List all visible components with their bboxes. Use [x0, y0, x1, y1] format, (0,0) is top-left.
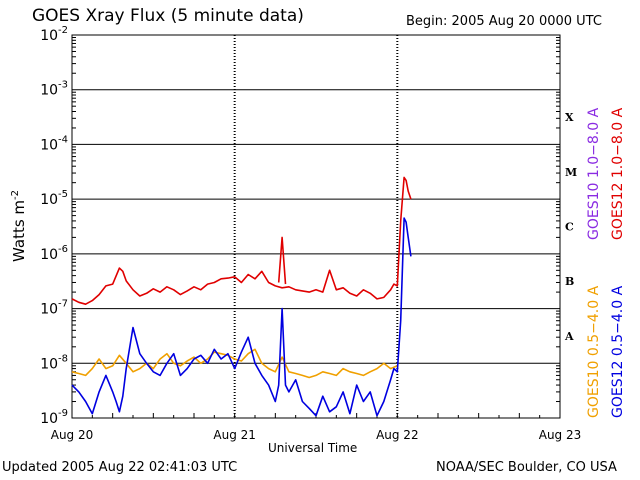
updated-timestamp: Updated 2005 Aug 22 02:41:03 UTC [2, 460, 238, 475]
legend-entry: GOES12 0.5−4.0 A [610, 285, 626, 418]
series-line [71, 176, 412, 306]
flare-class-label: M [565, 166, 577, 179]
y-tick-label: 10-8 [40, 353, 68, 372]
flare-class-label: A [564, 330, 574, 343]
series-line [71, 348, 398, 379]
flare-class-label: X [565, 111, 574, 124]
x-tick-label: Aug 20 [51, 428, 94, 442]
page-title: GOES Xray Flux (5 minute data) [32, 6, 304, 26]
flare-class-label: B [565, 275, 574, 288]
legend-entry: GOES12 1.0−8.0 A [610, 107, 626, 240]
legend-entry: GOES10 0.5−4.0 A [586, 285, 602, 418]
y-tick-label: 10-2 [40, 25, 68, 44]
y-axis-label: Watts m-2 [10, 189, 28, 262]
x-axis-label: Universal Time [268, 441, 358, 455]
y-tick-label: 10-9 [40, 408, 68, 427]
x-tick-label: Aug 21 [213, 428, 256, 442]
x-tick-label: Aug 23 [539, 428, 582, 442]
y-tick-label: 10-5 [40, 189, 68, 208]
legend-entry: GOES10 1.0−8.0 A [586, 107, 602, 240]
y-tick-label: 10-3 [40, 80, 68, 99]
flare-class-label: C [565, 221, 574, 234]
y-tick-label: 10-6 [40, 244, 68, 263]
credit-text: NOAA/SEC Boulder, CO USA [436, 460, 617, 475]
x-tick-label: Aug 22 [376, 428, 419, 442]
y-tick-label: 10-7 [40, 299, 68, 318]
y-tick-label: 10-4 [40, 134, 68, 153]
series-line [71, 217, 412, 417]
series-line [277, 236, 287, 285]
begin-time: Begin: 2005 Aug 20 0000 UTC [406, 14, 602, 29]
